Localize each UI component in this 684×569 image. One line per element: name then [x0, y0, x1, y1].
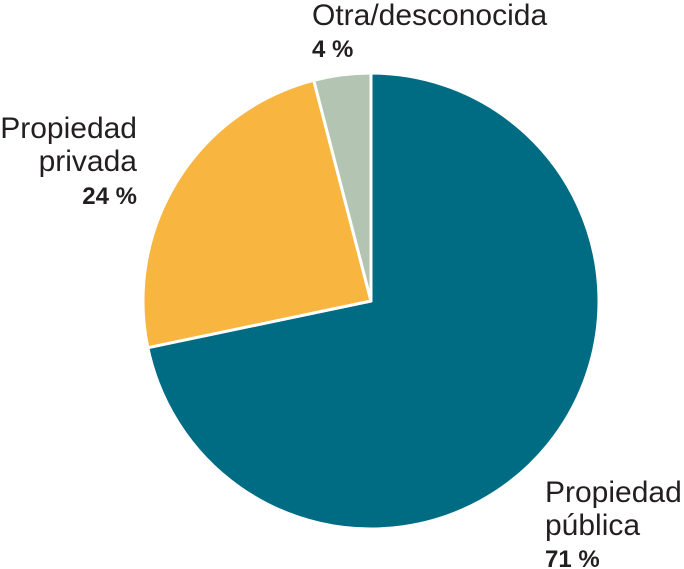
slice-value-otra: 4 % — [312, 36, 353, 63]
slice-label-privada-line-1: Propiedad — [0, 112, 137, 145]
slice-value-privada: 24 % — [82, 183, 137, 210]
pie-slices — [141, 71, 601, 531]
slice-label-otra-line-1: Otra/desconocida — [312, 0, 547, 32]
pie-slice-publica — [146, 71, 601, 531]
pie-slice-privada — [141, 78, 373, 350]
slice-label-publica-line-2: pública — [545, 509, 640, 542]
slice-label-publica-line-1: Propiedad — [545, 476, 682, 509]
slice-label-publica: Propiedad pública 71 % — [545, 476, 682, 569]
pie-slice-otra — [312, 71, 373, 303]
slice-value-publica: 71 % — [545, 546, 600, 569]
slice-label-privada-line-2: privada — [39, 145, 138, 178]
slice-label-privada: Propiedad privada 24 % — [0, 112, 137, 210]
slice-label-otra: Otra/desconocida 4 % — [312, 0, 547, 63]
